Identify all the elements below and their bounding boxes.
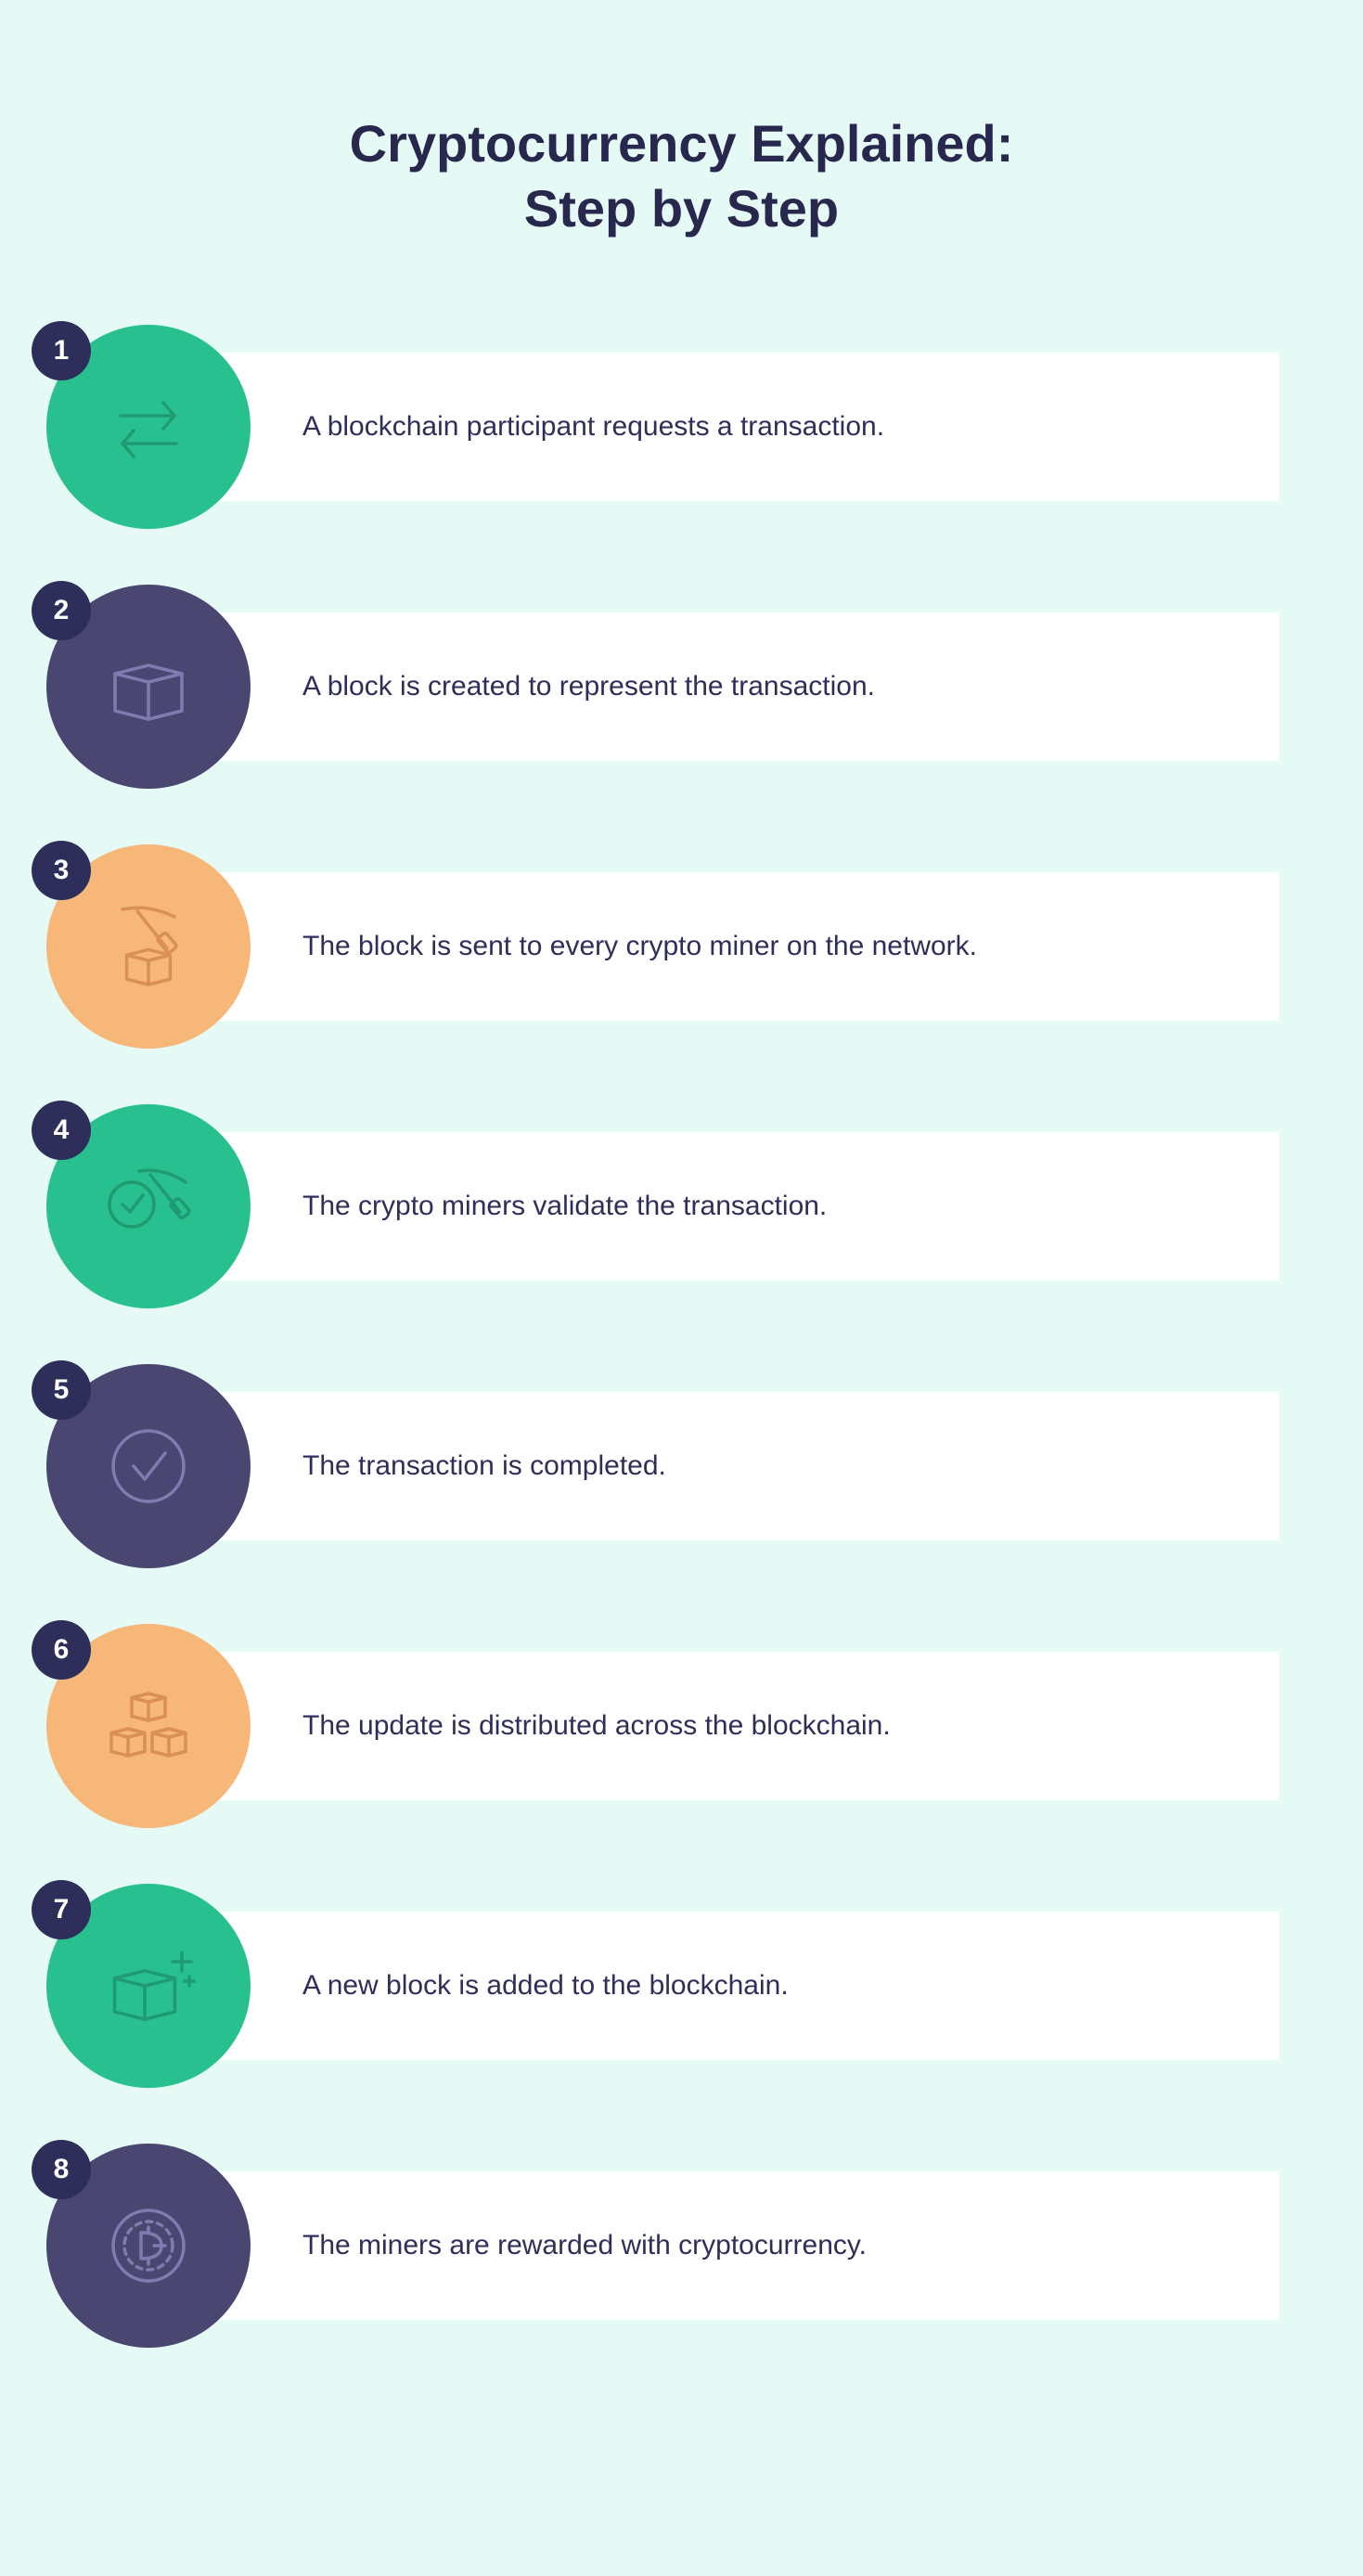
step-description: The transaction is completed. (302, 1450, 1279, 1482)
coin-icon (93, 2190, 204, 2301)
step-number-badge: 4 (32, 1101, 91, 1160)
step-icon-circle: 8 (46, 2144, 251, 2348)
page-title: Cryptocurrency Explained: Step by Step (0, 111, 1363, 241)
check-circle-icon (93, 1410, 204, 1522)
check-pickaxe-icon (93, 1151, 204, 1262)
step-icon-circle: 2 (46, 585, 251, 789)
step-description: The crypto miners validate the transacti… (302, 1191, 1279, 1222)
pickaxe-cube-icon (93, 891, 204, 1002)
step-number-badge: 1 (32, 321, 91, 380)
step-description: A block is created to represent the tran… (302, 671, 1279, 702)
step-icon-circle: 7 (46, 1884, 251, 2088)
title-line-2: Step by Step (524, 179, 839, 238)
step-icon-circle: 1 (46, 325, 251, 529)
steps-list: 1A blockchain participant requests a tra… (0, 353, 1363, 2320)
step-row: 4The crypto miners validate the transact… (84, 1132, 1279, 1281)
step-description: A blockchain participant requests a tran… (302, 411, 1279, 443)
step-number-badge: 6 (32, 1620, 91, 1680)
step-description: The block is sent to every crypto miner … (302, 931, 1279, 962)
step-icon-circle: 3 (46, 844, 251, 1049)
step-row: 8The miners are rewarded with cryptocurr… (84, 2171, 1279, 2320)
step-row: 3The block is sent to every crypto miner… (84, 872, 1279, 1021)
exchange-icon (93, 371, 204, 483)
step-row: 7A new block is added to the blockchain. (84, 1912, 1279, 2060)
step-description: The miners are rewarded with cryptocurre… (302, 2230, 1279, 2261)
cube-icon (93, 631, 204, 742)
step-number-badge: 2 (32, 581, 91, 640)
title-line-1: Cryptocurrency Explained: (350, 114, 1014, 173)
step-number-badge: 7 (32, 1880, 91, 1939)
step-number-badge: 5 (32, 1360, 91, 1420)
step-icon-circle: 4 (46, 1104, 251, 1308)
step-icon-circle: 5 (46, 1364, 251, 1568)
step-row: 2A block is created to represent the tra… (84, 612, 1279, 761)
step-row: 1A blockchain participant requests a tra… (84, 353, 1279, 501)
step-description: A new block is added to the blockchain. (302, 1970, 1279, 2002)
step-number-badge: 3 (32, 841, 91, 900)
cube-sparkle-icon (93, 1930, 204, 2041)
cubes-icon (93, 1670, 204, 1782)
step-row: 6The update is distributed across the bl… (84, 1652, 1279, 1800)
step-icon-circle: 6 (46, 1624, 251, 1828)
step-description: The update is distributed across the blo… (302, 1710, 1279, 1742)
step-row: 5The transaction is completed. (84, 1392, 1279, 1540)
step-number-badge: 8 (32, 2140, 91, 2199)
